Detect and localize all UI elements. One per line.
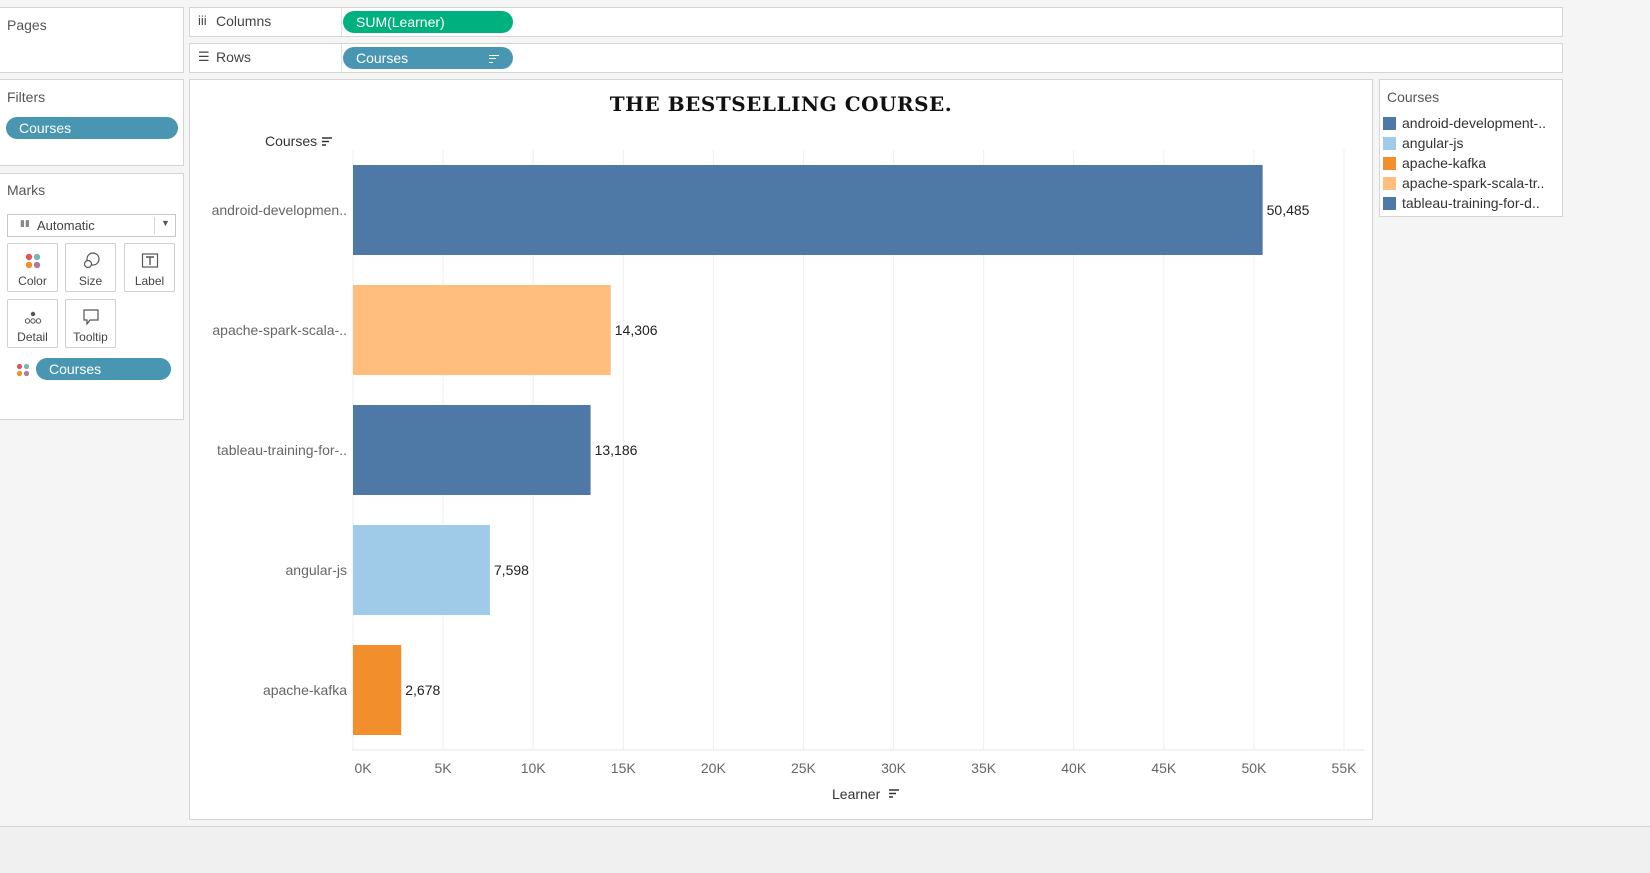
legend-label: android-development-.. bbox=[1402, 115, 1546, 131]
x-tick-label: 35K bbox=[971, 760, 997, 776]
columns-icon: iii bbox=[198, 13, 207, 28]
rows-shelf[interactable]: ☰ Rows Courses bbox=[189, 43, 1563, 73]
bar[interactable] bbox=[353, 645, 402, 735]
tooltip-button[interactable]: Tooltip bbox=[65, 299, 116, 348]
x-tick-label: 55K bbox=[1332, 760, 1358, 776]
legend-label: angular-js bbox=[1402, 135, 1464, 151]
legend-swatch bbox=[1383, 137, 1396, 150]
x-tick-label: 30K bbox=[881, 760, 907, 776]
chart-view: THE BESTSELLING COURSE. Courses android-… bbox=[189, 79, 1373, 820]
chart-title: THE BESTSELLING COURSE. bbox=[610, 92, 953, 116]
columns-label: Columns bbox=[216, 13, 272, 29]
color-label: Color bbox=[18, 274, 47, 288]
detail-label: Detail bbox=[17, 330, 48, 344]
bar[interactable] bbox=[353, 525, 490, 615]
pages-title: Pages bbox=[7, 17, 47, 33]
bar[interactable] bbox=[353, 165, 1263, 255]
detail-button[interactable]: Detail bbox=[7, 299, 58, 348]
x-tick-label: 25K bbox=[791, 760, 817, 776]
x-axis-title[interactable]: Learner bbox=[832, 786, 881, 802]
label-button[interactable]: Label bbox=[124, 243, 175, 292]
columns-pill-label: SUM(Learner) bbox=[356, 14, 445, 30]
mark-type-value: Automatic bbox=[37, 218, 95, 233]
data-label: 13,186 bbox=[595, 442, 638, 458]
x-axis: 0K 5K 10K 15K 20K 25K 30K 35K 40K 45K 50K 55K bbox=[354, 760, 1357, 776]
x-tick-label: 5K bbox=[435, 760, 453, 776]
filter-pill-courses[interactable]: Courses bbox=[6, 117, 178, 139]
bar-chart: THE BESTSELLING COURSE. Courses android-… bbox=[212, 92, 1364, 802]
mark-type-dropdown[interactable]: ▮▮ Automatic ▼ bbox=[7, 214, 176, 237]
tooltip-icon bbox=[82, 309, 99, 326]
color-icon bbox=[25, 253, 40, 269]
bar[interactable] bbox=[353, 405, 591, 495]
category-label[interactable]: apache-kafka bbox=[263, 682, 347, 698]
shelf-divider bbox=[341, 8, 342, 36]
bar[interactable] bbox=[353, 285, 611, 375]
legend-swatch bbox=[1383, 117, 1396, 130]
data-label: 7,598 bbox=[494, 562, 529, 578]
category-label[interactable]: angular-js bbox=[286, 562, 347, 578]
legend-swatch bbox=[1383, 157, 1396, 170]
size-label: Size bbox=[78, 274, 103, 288]
columns-pill-sum-learner[interactable]: SUM(Learner) bbox=[343, 11, 513, 33]
filters-card[interactable]: Filters Courses bbox=[0, 79, 184, 166]
row-header-sort-icon[interactable] bbox=[322, 137, 332, 146]
category-label[interactable]: apache-spark-scala-.. bbox=[212, 322, 347, 338]
bottom-tab-strip bbox=[0, 826, 1650, 873]
detail-icon bbox=[24, 311, 41, 324]
x-tick-label: 40K bbox=[1061, 760, 1087, 776]
label-label: Label bbox=[134, 274, 165, 288]
rows-pill-courses[interactable]: Courses bbox=[343, 47, 513, 69]
legend-label: tableau-training-for-d.. bbox=[1402, 195, 1540, 211]
filters-title: Filters bbox=[7, 89, 46, 105]
legend-swatch bbox=[1383, 177, 1396, 190]
data-label: 14,306 bbox=[615, 322, 658, 338]
x-tick-label: 45K bbox=[1151, 760, 1177, 776]
chevron-down-icon: ▼ bbox=[161, 218, 170, 228]
filter-pill-label: Courses bbox=[19, 120, 72, 136]
x-tick-label: 15K bbox=[611, 760, 637, 776]
legend-label: apache-spark-scala-tr.. bbox=[1402, 175, 1545, 191]
tooltip-label: Tooltip bbox=[73, 330, 108, 344]
legend-swatch bbox=[1383, 197, 1396, 210]
rows-label: Rows bbox=[216, 49, 252, 65]
dropdown-divider bbox=[154, 217, 155, 234]
marks-title: Marks bbox=[7, 182, 46, 198]
x-tick-label: 50K bbox=[1241, 760, 1267, 776]
pages-card[interactable]: Pages bbox=[0, 7, 184, 73]
shelf-divider bbox=[341, 44, 342, 72]
legend-title: Courses bbox=[1387, 89, 1440, 105]
color-pill-label: Courses bbox=[49, 361, 102, 377]
x-tick-label: 0K bbox=[354, 760, 372, 776]
rows-icon: ☰ bbox=[198, 49, 210, 64]
rows-pill-label: Courses bbox=[356, 50, 409, 66]
legend-label: apache-kafka bbox=[1402, 155, 1487, 171]
color-button[interactable]: Color bbox=[7, 243, 58, 292]
x-tick-label: 20K bbox=[701, 760, 727, 776]
data-label: 50,485 bbox=[1267, 202, 1310, 218]
size-icon bbox=[83, 252, 100, 269]
marks-card: Marks ▮▮ Automatic ▼ Color Size Label bbox=[0, 173, 184, 420]
size-button[interactable]: Size bbox=[65, 243, 116, 292]
color-legend[interactable]: Courses android-development-.. angular-js… bbox=[1379, 79, 1563, 217]
x-axis-sort-icon[interactable] bbox=[889, 789, 899, 798]
color-marks-icon bbox=[16, 363, 30, 377]
x-tick-label: 10K bbox=[521, 760, 547, 776]
bar-chart-icon: ▮▮ bbox=[20, 218, 30, 228]
color-pill-courses[interactable]: Courses bbox=[36, 358, 171, 380]
label-icon bbox=[141, 253, 158, 268]
category-label[interactable]: android-developmen.. bbox=[212, 202, 347, 218]
columns-shelf[interactable]: iii Columns SUM(Learner) bbox=[189, 7, 1563, 37]
bars: android-developmen.. 50,485 apache-spark-s… bbox=[212, 165, 1310, 735]
sort-icon[interactable] bbox=[489, 55, 499, 64]
row-header-courses[interactable]: Courses bbox=[265, 133, 317, 149]
category-label[interactable]: tableau-training-for-.. bbox=[217, 442, 347, 458]
data-label: 2,678 bbox=[405, 682, 440, 698]
